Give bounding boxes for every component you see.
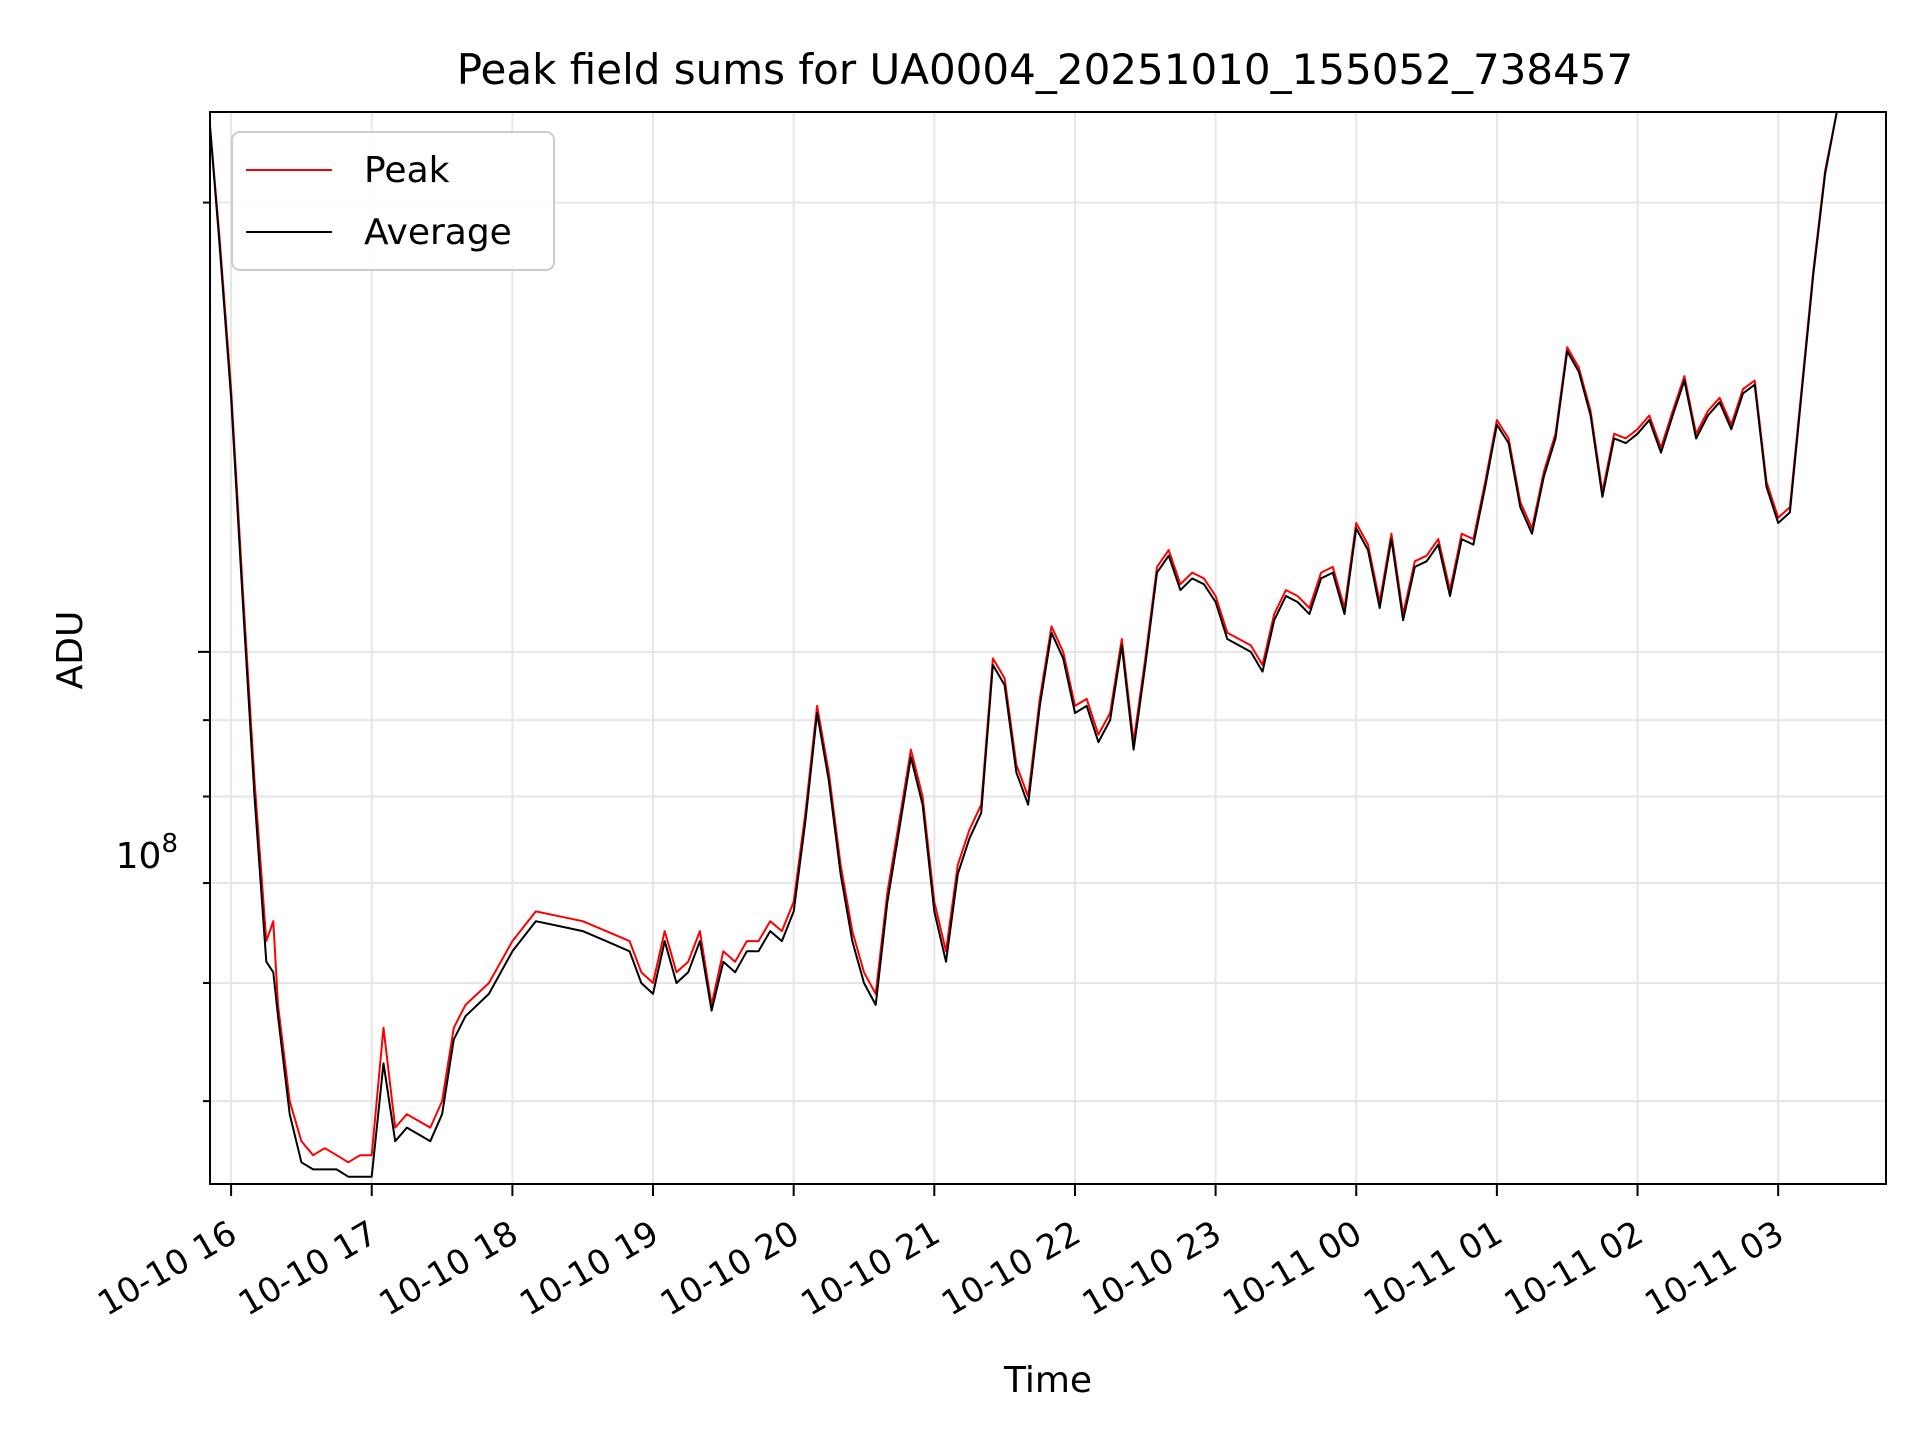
y-tick-base: 108 bbox=[116, 829, 178, 877]
y-tick-label-major: 108 bbox=[116, 829, 178, 877]
series-line-peak bbox=[209, 111, 1838, 1164]
x-axis-label: Time bbox=[1003, 1360, 1092, 1401]
series-lines bbox=[209, 111, 1838, 1178]
plot-area-frame bbox=[209, 111, 1887, 1185]
legend-box bbox=[231, 131, 555, 271]
series-line-average bbox=[209, 111, 1838, 1178]
legend-label-average: Average bbox=[364, 212, 512, 253]
y-axis-label: ADU bbox=[50, 611, 91, 690]
chart-title: Peak field sums for UA0004_20251010_1550… bbox=[457, 45, 1634, 94]
legend: Peak Average bbox=[231, 131, 555, 271]
legend-label-peak: Peak bbox=[364, 150, 450, 191]
gridlines bbox=[210, 112, 1886, 1184]
